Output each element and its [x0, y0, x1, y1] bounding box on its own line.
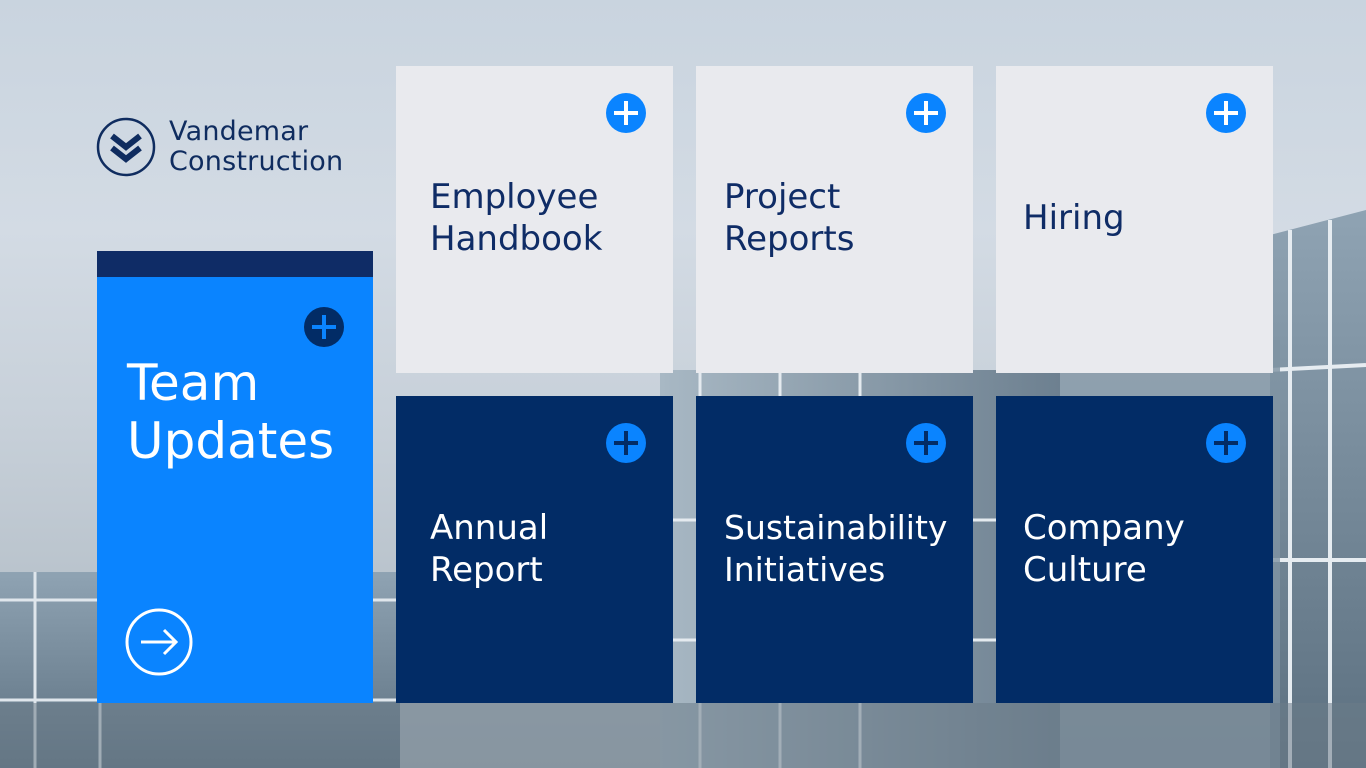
tile-title: Hiring	[1023, 197, 1263, 239]
tile-annual-report[interactable]: Annual Report	[396, 396, 673, 703]
brand-name-line1: Vandemar	[169, 116, 309, 147]
tile-company-culture[interactable]: Company Culture	[996, 396, 1273, 703]
tile-title-line1: Annual	[430, 508, 549, 548]
tile-title-line1: Hiring	[1023, 198, 1125, 238]
tile-project-reports[interactable]: Project Reports	[696, 66, 973, 373]
tile-title-line1: Company	[1023, 508, 1185, 548]
tile-title-line2: Handbook	[430, 219, 603, 259]
card-top-bar	[97, 251, 373, 277]
plus-circle-icon[interactable]	[1205, 92, 1247, 134]
tile-employee-handbook[interactable]: Employee Handbook	[396, 66, 673, 373]
brand-name-line2: Construction	[169, 146, 344, 177]
tile-title: Company Culture	[1023, 507, 1263, 591]
plus-circle-icon[interactable]	[303, 306, 345, 348]
team-updates-card[interactable]: Team Updates	[97, 251, 373, 703]
plus-circle-icon[interactable]	[605, 92, 647, 134]
tile-sustainability-initiatives[interactable]: Sustainability Initiatives	[696, 396, 973, 703]
tile-title-line1: Employee	[430, 177, 599, 217]
arrow-right-circle-icon[interactable]	[124, 607, 194, 677]
tile-title: Employee Handbook	[430, 176, 670, 260]
plus-circle-icon[interactable]	[905, 422, 947, 464]
tile-title-line2: Reports	[724, 219, 855, 259]
tile-title-line2: Culture	[1023, 550, 1147, 590]
tile-title-line1: Project	[724, 177, 841, 217]
card-title-line1: Team	[127, 354, 260, 412]
tile-title: Sustainability Initiatives	[724, 507, 973, 591]
plus-circle-icon[interactable]	[1205, 422, 1247, 464]
brand-name: Vandemar Construction	[169, 117, 343, 177]
tile-hiring[interactable]: Hiring	[996, 66, 1273, 373]
tile-title-line2: Report	[430, 550, 543, 590]
card-title: Team Updates	[127, 354, 367, 470]
tile-title: Project Reports	[724, 176, 964, 260]
tile-title-line2: Initiatives	[724, 550, 886, 589]
tile-title: Annual Report	[430, 507, 670, 591]
plus-circle-icon[interactable]	[905, 92, 947, 134]
plus-circle-icon[interactable]	[605, 422, 647, 464]
card-title-line2: Updates	[127, 412, 335, 470]
brand-logo[interactable]: Vandemar Construction	[95, 116, 343, 178]
tile-title-line1: Sustainability	[724, 508, 948, 547]
chevrons-down-circle-icon	[96, 117, 156, 177]
